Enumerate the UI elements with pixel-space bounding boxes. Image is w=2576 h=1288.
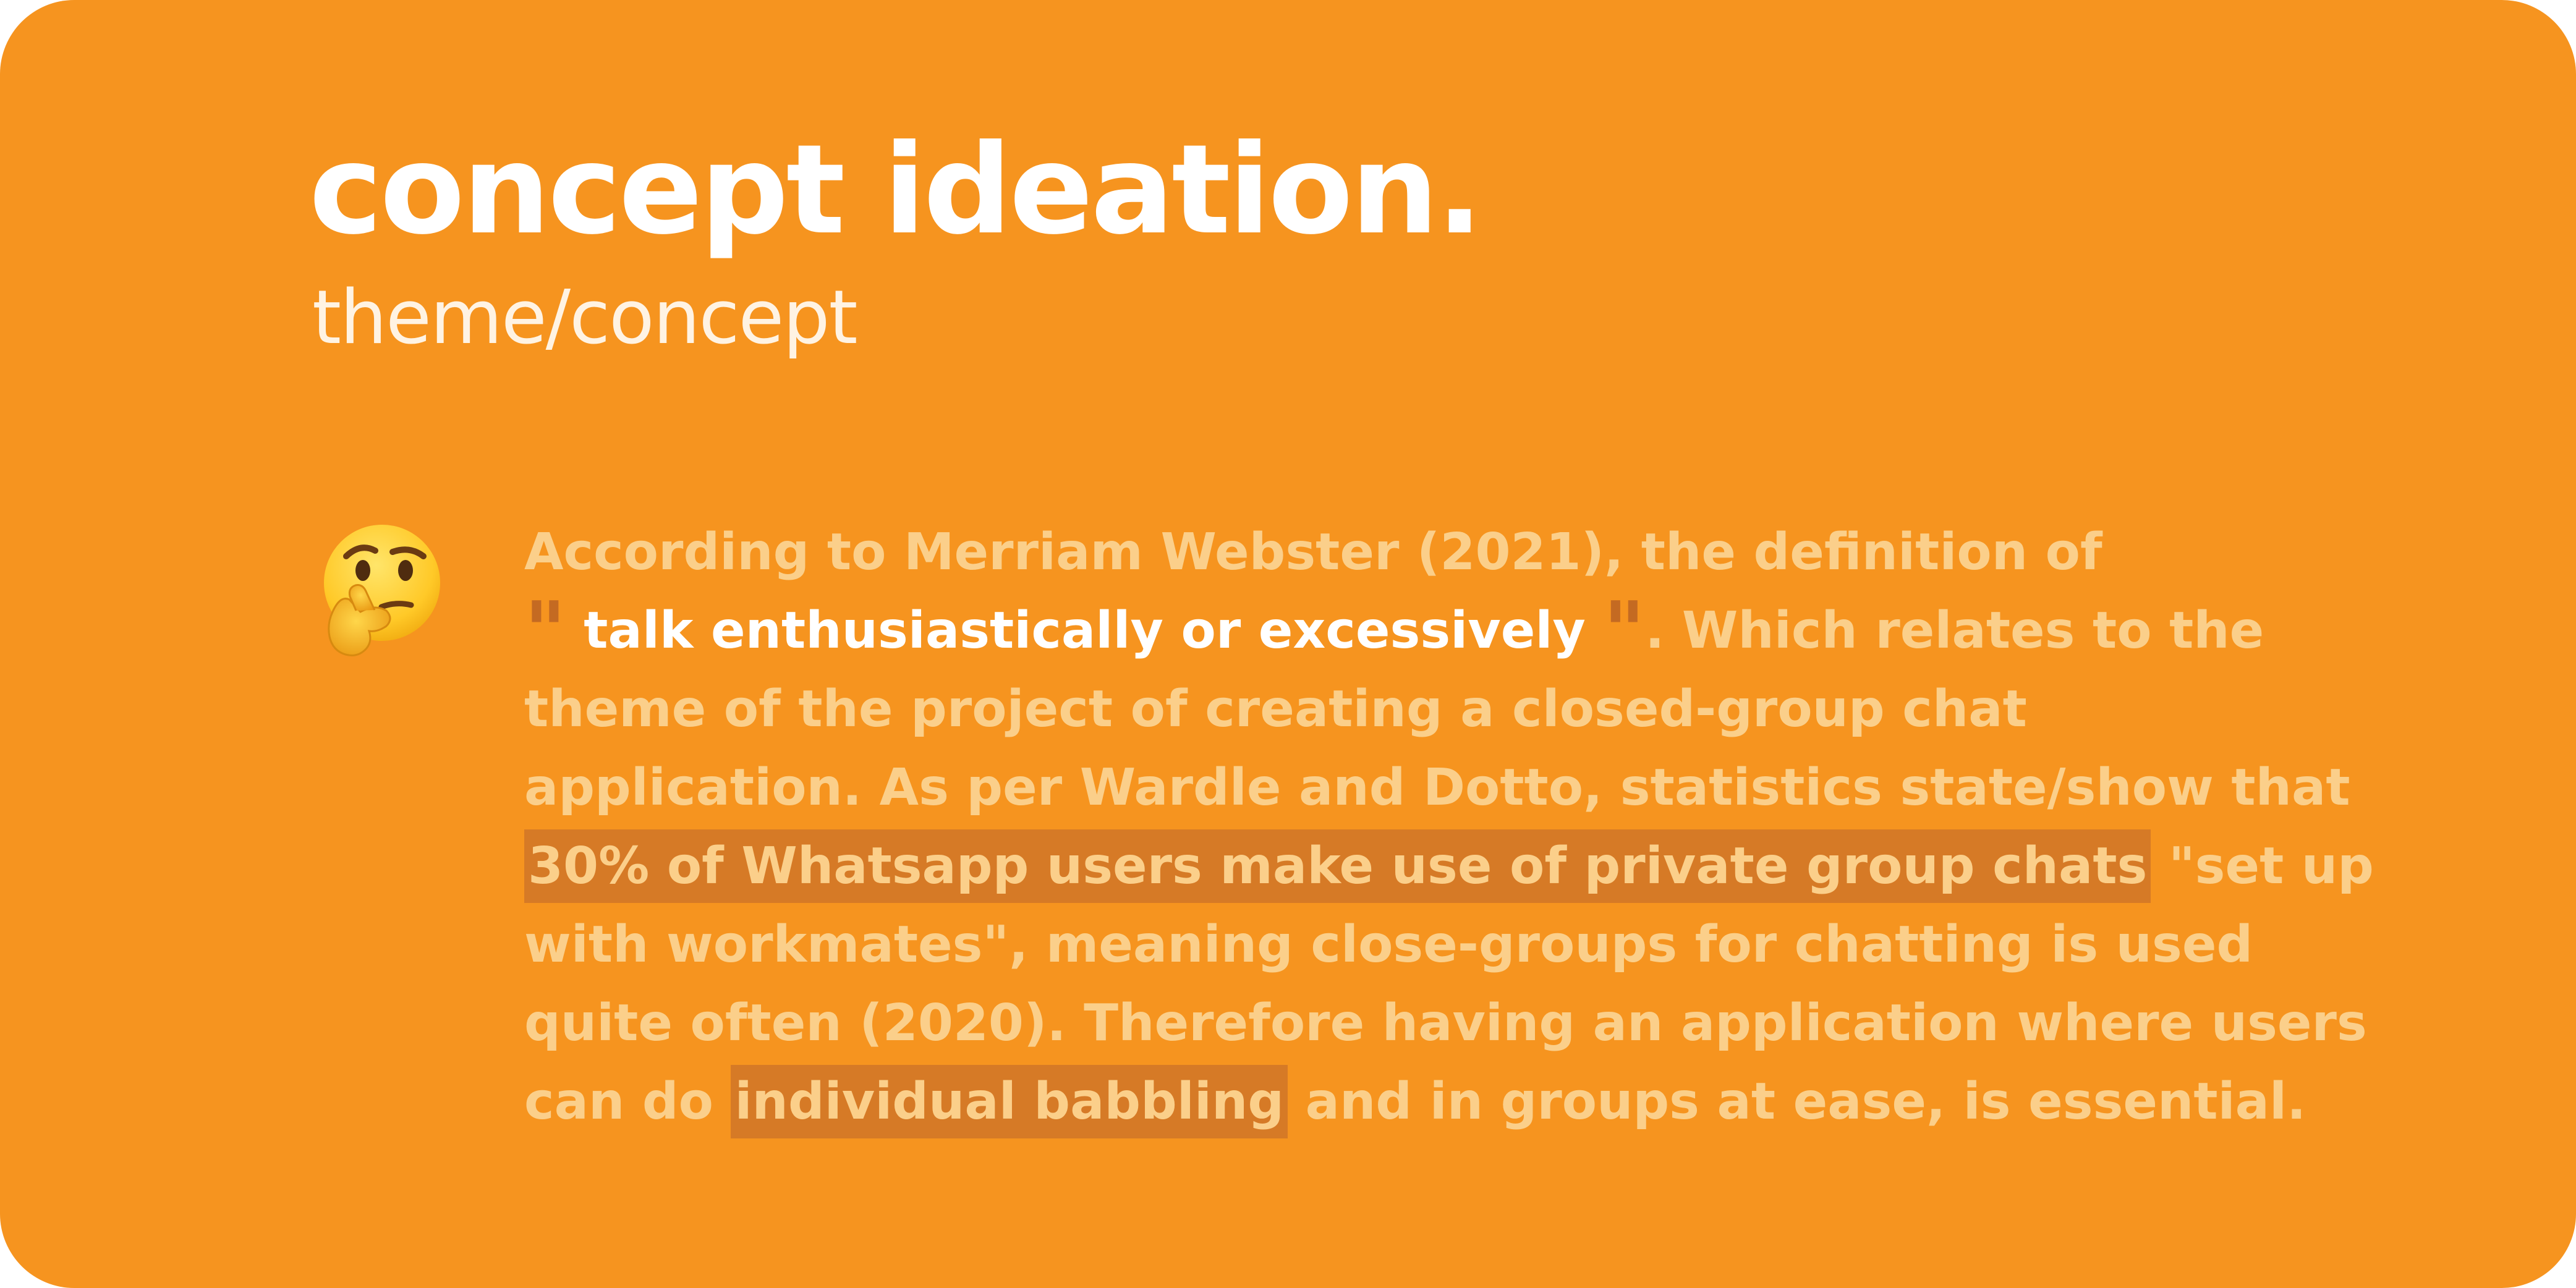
page-title: concept ideation. [309,118,1483,262]
paragraph-line-5-rest: "set up [2151,837,2374,896]
whatsapp-statistic-highlight: 30% of Whatsapp users make use of privat… [524,829,2151,903]
concept-paragraph: According to Merriam Webster (2021), the… [524,513,2374,1141]
paragraph-line-1: According to Merriam Webster (2021), the… [524,523,2102,582]
paragraph-line-3: theme of the project of creating a close… [524,680,2027,739]
paragraph-line-4: application. As per Wardle and Dotto, st… [524,758,2350,817]
open-quote-mark: " [524,583,566,678]
paragraph-line-7: quite often (2020). Therefore having an … [524,994,2367,1053]
paragraph-line-8: can do individual babbling and in groups… [524,1062,2306,1141]
paragraph-line-8-rest: and in groups at ease, is essential. [1288,1072,2306,1131]
individual-babbling-highlight: individual babbling [731,1065,1288,1138]
paragraph-line-8-start: can do [524,1072,731,1131]
paragraph-line-6: with workmates", meaning close-groups fo… [524,915,2253,974]
page-subtitle: theme/concept [312,275,858,361]
thinking-face-icon [324,525,440,656]
paragraph-line-5: 30% of Whatsapp users make use of privat… [524,827,2374,905]
paragraph-line-2-rest: . Which relates to the [1645,601,2264,660]
definition-quote: talk enthusiastically or excessively [584,601,1586,660]
paragraph-line-2: " talk enthusiastically or excessively "… [524,591,2305,671]
close-quote-mark: " [1603,583,1646,678]
